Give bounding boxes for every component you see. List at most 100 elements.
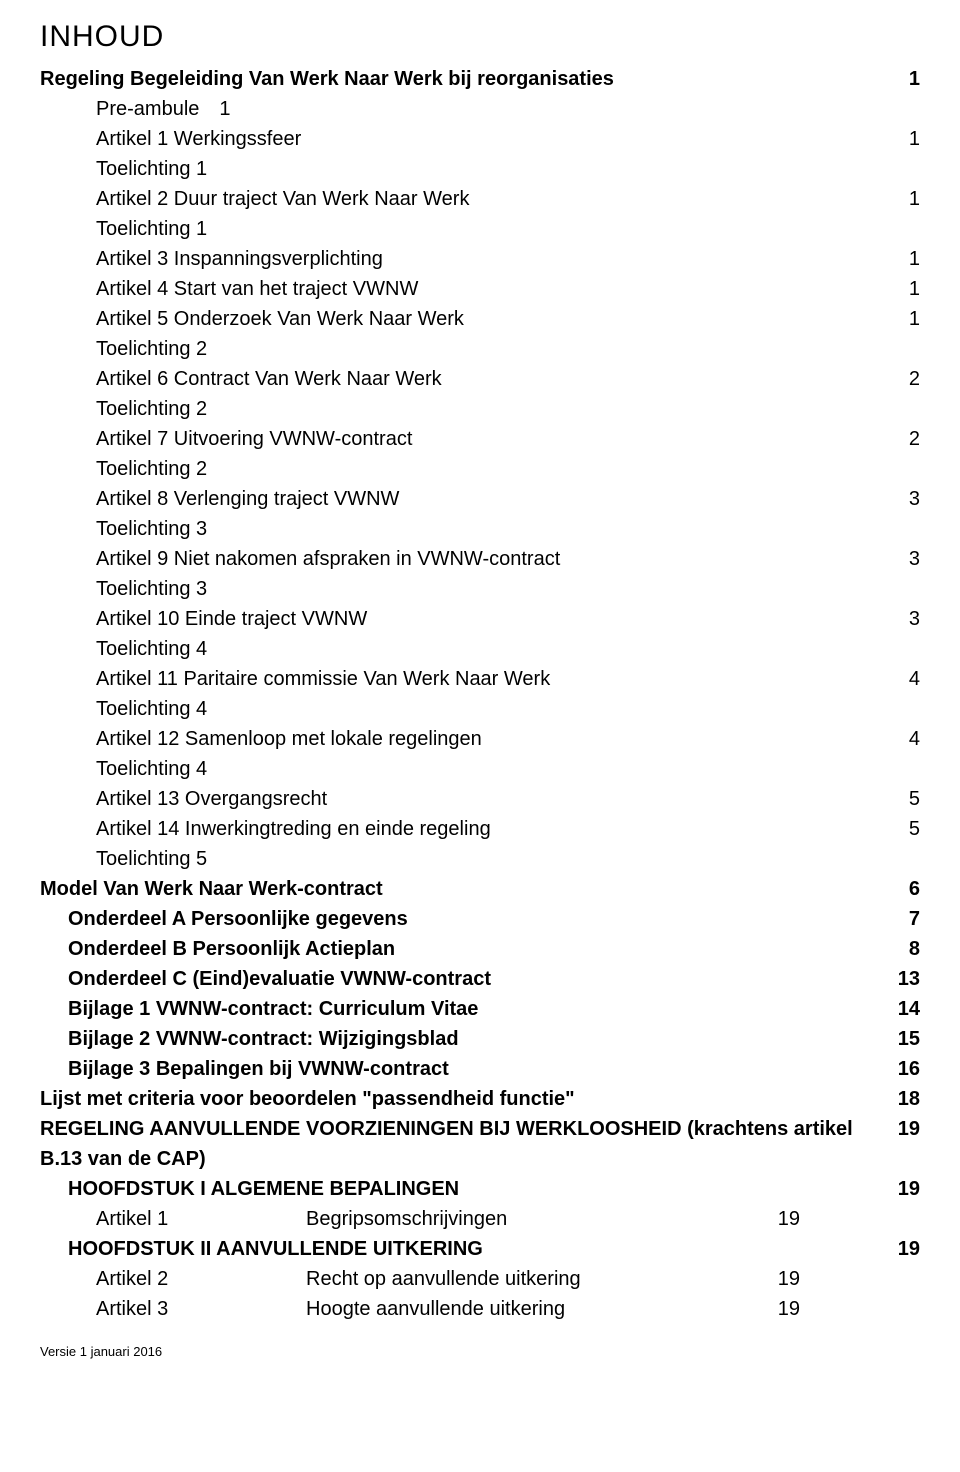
toc-row: Model Van Werk Naar Werk-contract 6 bbox=[40, 874, 920, 904]
toc-page: 19 bbox=[758, 1204, 800, 1234]
toc-label: Toelichting 4 bbox=[96, 694, 207, 724]
toc-label: Artikel 14 Inwerkingtreding en einde reg… bbox=[96, 814, 491, 844]
toc-label: Artikel 4 Start van het traject VWNW bbox=[96, 274, 418, 304]
toc-row: Artikel 13 Overgangsrecht5 bbox=[40, 784, 920, 814]
toc-row: Regeling Begeleiding Van Werk Naar Werk … bbox=[40, 64, 920, 94]
toc-row: Artikel 5 Onderzoek Van Werk Naar Werk1 bbox=[40, 304, 920, 334]
toc-row: Artikel 6 Contract Van Werk Naar Werk 2 bbox=[40, 364, 920, 394]
toc-row: Onderdeel B Persoonlijk Actieplan8 bbox=[40, 934, 920, 964]
toc-label-text: Hoogte aanvullende uitkering bbox=[306, 1298, 565, 1320]
toc-row: Artikel 11 Paritaire commissie Van Werk … bbox=[40, 664, 920, 694]
toc-row: Artikel 4 Start van het traject VWNW1 bbox=[40, 274, 920, 304]
toc-page: 6 bbox=[889, 874, 920, 904]
toc-page: 4 bbox=[889, 724, 920, 754]
toc-page: 1 bbox=[889, 184, 920, 214]
toc-label: Onderdeel A Persoonlijke gegevens bbox=[68, 904, 408, 934]
toc-row: Lijst met criteria voor beoordelen "pass… bbox=[40, 1084, 920, 1114]
toc-row: Toelichting 2 bbox=[40, 394, 920, 424]
toc-label: Artikel 8 Verlenging traject VWNW bbox=[96, 484, 399, 514]
toc-page: 2 bbox=[889, 424, 920, 454]
toc-page: 1 bbox=[889, 244, 920, 274]
toc-label: Toelichting 2 bbox=[96, 334, 207, 364]
toc-row: Bijlage 3 Bepalingen bij VWNW-contract16 bbox=[40, 1054, 920, 1084]
toc-page: 1 bbox=[889, 124, 920, 154]
toc-label: Model Van Werk Naar Werk-contract bbox=[40, 874, 383, 904]
toc-label: Artikel 2Recht op aanvullende uitkering bbox=[96, 1264, 581, 1294]
toc-label: Artikel 3Hoogte aanvullende uitkering bbox=[96, 1294, 565, 1324]
toc-label: Artikel 3 Inspanningsverplichting bbox=[96, 244, 383, 274]
toc-label: Bijlage 1 VWNW-contract: Curriculum Vita… bbox=[68, 994, 478, 1024]
toc-row: Artikel 1Begripsomschrijvingen 19 bbox=[40, 1204, 920, 1234]
toc-row: Toelichting 2 bbox=[40, 454, 920, 484]
toc-page: 8 bbox=[889, 934, 920, 964]
toc-label: Artikel 7 Uitvoering VWNW-contract bbox=[96, 424, 412, 454]
toc-row: Artikel 14 Inwerkingtreding en einde reg… bbox=[40, 814, 920, 844]
toc-sub: Artikel 2 bbox=[96, 1264, 306, 1294]
toc-page: 19 bbox=[758, 1264, 800, 1294]
toc-label: Bijlage 2 VWNW-contract: Wijzigingsblad bbox=[68, 1024, 459, 1054]
toc-label: HOOFDSTUK I ALGEMENE BEPALINGEN bbox=[68, 1174, 459, 1204]
toc-label: Lijst met criteria voor beoordelen "pass… bbox=[40, 1084, 575, 1114]
toc-label: Bijlage 3 Bepalingen bij VWNW-contract bbox=[68, 1054, 449, 1084]
toc-label: Toelichting 3 bbox=[96, 574, 207, 604]
toc-page: 19 bbox=[878, 1174, 920, 1204]
toc-row: Artikel 8 Verlenging traject VWNW 3 bbox=[40, 484, 920, 514]
toc-label: Artikel 9 Niet nakomen afspraken in VWNW… bbox=[96, 544, 560, 574]
toc-label: Toelichting 4 bbox=[96, 634, 207, 664]
toc-label: Artikel 1Begripsomschrijvingen bbox=[96, 1204, 507, 1234]
toc-label-text: Begripsomschrijvingen bbox=[306, 1208, 507, 1230]
toc-label: Artikel 11 Paritaire commissie Van Werk … bbox=[96, 664, 550, 694]
toc-label: Toelichting 2 bbox=[96, 394, 207, 424]
toc-row: Artikel 1 Werkingssfeer 1 bbox=[40, 124, 920, 154]
toc-page: 19 bbox=[878, 1114, 920, 1144]
toc-page: 2 bbox=[889, 364, 920, 394]
toc-row: Artikel 9 Niet nakomen afspraken in VWNW… bbox=[40, 544, 920, 574]
toc-page: 15 bbox=[878, 1024, 920, 1054]
toc-row: HOOFDSTUK I ALGEMENE BEPALINGEN 19 bbox=[40, 1174, 920, 1204]
toc-row: Toelichting 1 bbox=[40, 214, 920, 244]
toc-label: HOOFDSTUK II AANVULLENDE UITKERING bbox=[68, 1234, 483, 1264]
toc-page: 3 bbox=[889, 604, 920, 634]
toc-label: Artikel 5 Onderzoek Van Werk Naar Werk bbox=[96, 304, 464, 334]
toc-page: 3 bbox=[889, 544, 920, 574]
toc-row: Artikel 3 Inspanningsverplichting 1 bbox=[40, 244, 920, 274]
toc-page: 19 bbox=[878, 1234, 920, 1264]
toc-label: Artikel 1 Werkingssfeer bbox=[96, 124, 301, 154]
toc-label: Toelichting 5 bbox=[96, 844, 207, 874]
toc-page: 5 bbox=[889, 814, 920, 844]
toc-row: Artikel 3Hoogte aanvullende uitkering19 bbox=[40, 1294, 920, 1324]
toc-page: 7 bbox=[889, 904, 920, 934]
toc-page: 3 bbox=[889, 484, 920, 514]
toc-row: Artikel 7 Uitvoering VWNW-contract 2 bbox=[40, 424, 920, 454]
toc-row: Toelichting 4 bbox=[40, 754, 920, 784]
toc-label: Toelichting 1 bbox=[96, 214, 207, 244]
toc-label: Regeling Begeleiding Van Werk Naar Werk … bbox=[40, 64, 614, 94]
toc-label-text: Recht op aanvullende uitkering bbox=[306, 1268, 581, 1290]
toc-label: Toelichting 3 bbox=[96, 514, 207, 544]
toc-row: Toelichting 4 bbox=[40, 694, 920, 724]
toc-row: Onderdeel A Persoonlijke gegevens 7 bbox=[40, 904, 920, 934]
toc-label: Onderdeel C (Eind)evaluatie VWNW-contrac… bbox=[68, 964, 491, 994]
toc-row: Artikel 2Recht op aanvullende uitkering 1… bbox=[40, 1264, 920, 1294]
toc-row: Pre-ambule 1 bbox=[40, 94, 920, 124]
toc-row: Toelichting 3 bbox=[40, 574, 920, 604]
toc-row: Toelichting 2 bbox=[40, 334, 920, 364]
toc-page: 13 bbox=[878, 964, 920, 994]
toc-label: Toelichting 1 bbox=[96, 154, 207, 184]
toc-row: HOOFDSTUK II AANVULLENDE UITKERING 19 bbox=[40, 1234, 920, 1264]
toc-page: 14 bbox=[878, 994, 920, 1024]
toc-label: Artikel 12 Samenloop met lokale regeling… bbox=[96, 724, 482, 754]
toc-label: Pre-ambule 1 bbox=[96, 94, 231, 124]
toc-label: Artikel 6 Contract Van Werk Naar Werk bbox=[96, 364, 442, 394]
toc-page: 4 bbox=[889, 664, 920, 694]
toc-row: Artikel 12 Samenloop met lokale regeling… bbox=[40, 724, 920, 754]
toc-row: Toelichting 3 bbox=[40, 514, 920, 544]
toc-row: Artikel 2 Duur traject Van Werk Naar Wer… bbox=[40, 184, 920, 214]
toc-label: REGELING AANVULLENDE VOORZIENINGEN BIJ W… bbox=[40, 1114, 878, 1174]
page-title: INHOUD bbox=[40, 20, 920, 54]
toc-row: Bijlage 1 VWNW-contract: Curriculum Vita… bbox=[40, 994, 920, 1024]
toc-label: Artikel 10 Einde traject VWNW bbox=[96, 604, 367, 634]
toc-label: Artikel 2 Duur traject Van Werk Naar Wer… bbox=[96, 184, 469, 214]
toc-row: Toelichting 1 bbox=[40, 154, 920, 184]
toc-row: Toelichting 4 bbox=[40, 634, 920, 664]
